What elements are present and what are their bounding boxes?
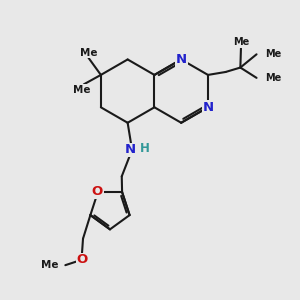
- Text: H: H: [140, 142, 149, 155]
- Text: Me: Me: [265, 49, 281, 59]
- Text: Me: Me: [41, 260, 59, 270]
- Text: Me: Me: [73, 85, 90, 94]
- Text: Me: Me: [233, 37, 250, 47]
- Text: Me: Me: [80, 47, 98, 58]
- Text: N: N: [176, 53, 187, 66]
- Text: O: O: [92, 185, 103, 198]
- Text: O: O: [76, 254, 88, 266]
- Text: N: N: [202, 101, 214, 114]
- Text: Me: Me: [265, 74, 281, 83]
- Text: N: N: [125, 143, 136, 156]
